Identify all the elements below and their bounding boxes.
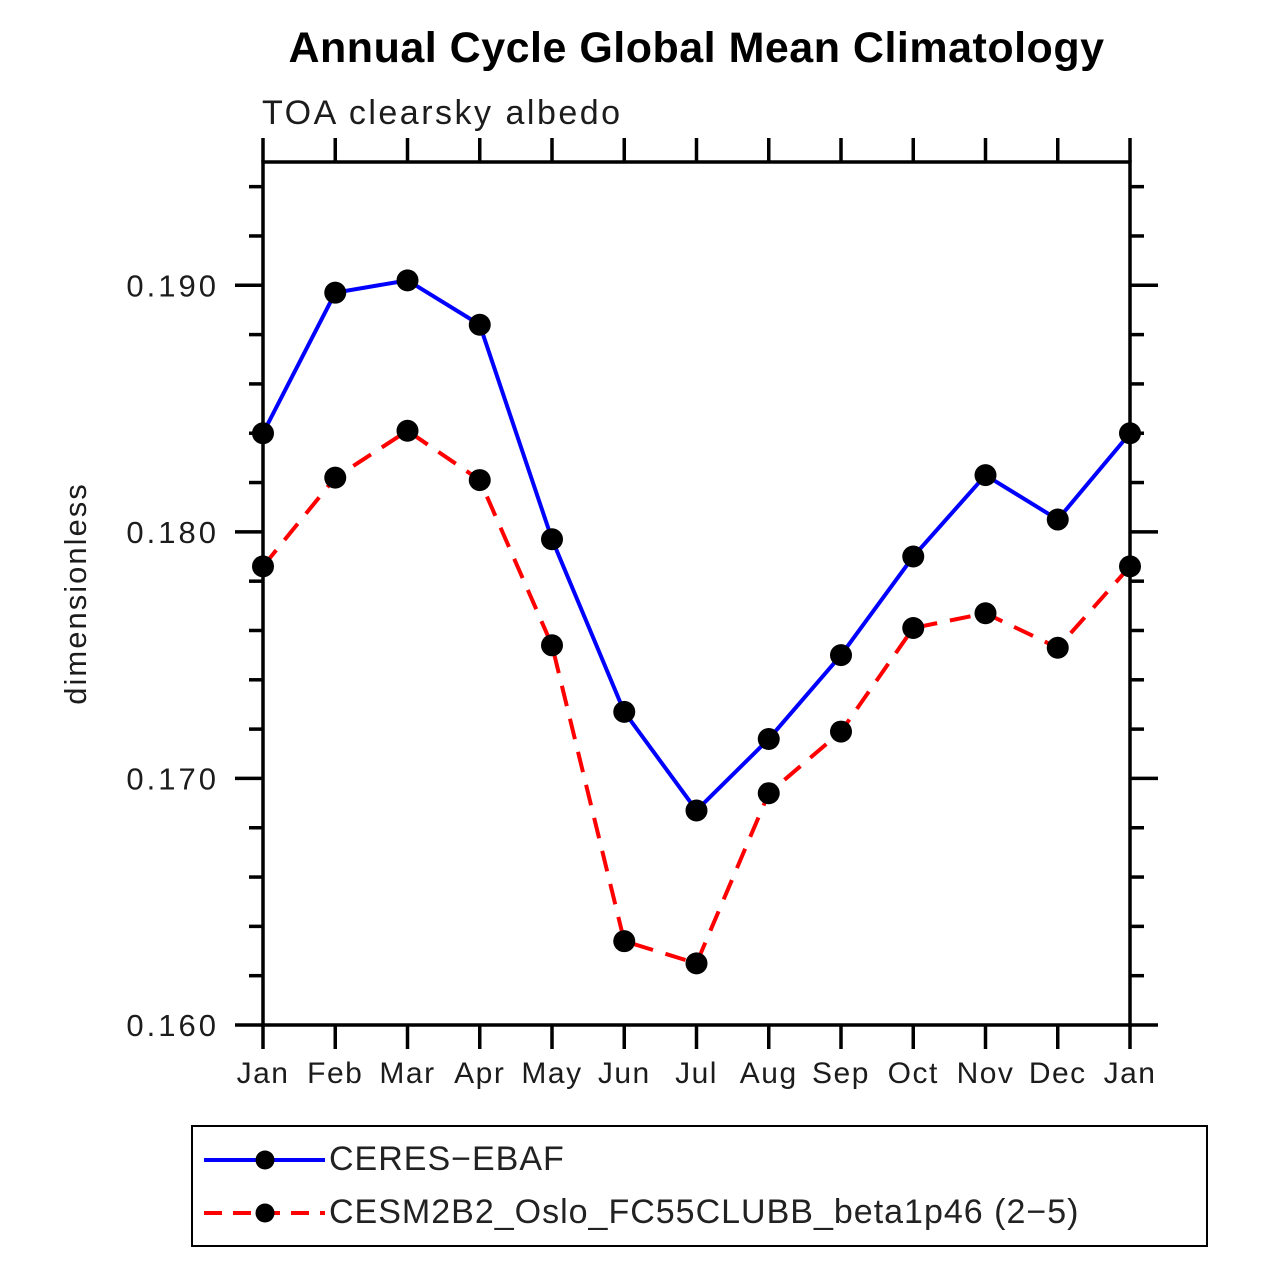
legend-item-ceres: CERES−EBAF bbox=[199, 1140, 1206, 1179]
series-1-marker bbox=[252, 555, 274, 578]
series-1-marker bbox=[396, 419, 419, 442]
x-tick-label: Dec bbox=[1029, 1057, 1087, 1090]
series-1-marker bbox=[613, 930, 636, 953]
series-0-marker bbox=[974, 464, 997, 487]
series-1-marker bbox=[324, 466, 347, 489]
series-0-marker bbox=[757, 727, 780, 750]
x-tick-label: Jan bbox=[1104, 1057, 1157, 1090]
series-line-0 bbox=[261, 278, 1132, 814]
legend-sample-dashed-line bbox=[204, 1203, 325, 1222]
x-tick-label: Nov bbox=[957, 1057, 1015, 1090]
series-1-marker bbox=[468, 469, 491, 492]
x-tick-label: Jul bbox=[675, 1057, 718, 1090]
y-tick-label: 0.180 bbox=[126, 515, 219, 550]
y-axis-title: dimensionless bbox=[58, 482, 93, 704]
x-tick-label: May bbox=[521, 1057, 582, 1090]
series-1-marker bbox=[685, 952, 708, 975]
x-tick-label: Sep bbox=[812, 1057, 870, 1090]
series-0-marker bbox=[830, 644, 852, 667]
x-tick-label: Apr bbox=[454, 1057, 505, 1090]
series-0-marker bbox=[1119, 422, 1141, 445]
x-tick-label: Oct bbox=[888, 1057, 939, 1090]
legend-marker-dot bbox=[255, 1150, 275, 1169]
series-0-marker bbox=[252, 422, 274, 445]
x-tick-label: Feb bbox=[307, 1057, 363, 1090]
legend-item-cesm: CESM2B2_Oslo_FC55CLUBB_beta1p46 (2−5) bbox=[199, 1193, 1206, 1232]
chart-subtitle: TOA clearsky albedo bbox=[262, 94, 623, 132]
x-tick-label: Mar bbox=[379, 1057, 435, 1090]
legend-label-ceres: CERES−EBAF bbox=[329, 1140, 565, 1178]
series-1-marker bbox=[1119, 555, 1141, 578]
x-tick-label: Jun bbox=[598, 1057, 651, 1090]
legend-label-cesm: CESM2B2_Oslo_FC55CLUBB_beta1p46 (2−5) bbox=[329, 1193, 1080, 1231]
series-1-marker bbox=[541, 634, 563, 657]
series-1-marker bbox=[1046, 636, 1069, 659]
series-0-marker bbox=[1046, 508, 1069, 531]
x-tick-label: Aug bbox=[740, 1057, 798, 1090]
chart-title: Annual Cycle Global Mean Climatology bbox=[288, 24, 1105, 72]
legend-sample-solid-line bbox=[204, 1150, 325, 1169]
series-0-marker bbox=[468, 313, 491, 336]
series-0-marker bbox=[396, 269, 419, 292]
series-1-marker bbox=[757, 782, 780, 805]
y-tick-label: 0.170 bbox=[126, 761, 219, 796]
legend-marker-dot bbox=[255, 1203, 275, 1222]
series-1-marker bbox=[830, 720, 852, 743]
chart-legend: CERES−EBAF CESM2B2_Oslo_FC55CLUBB_beta1p… bbox=[191, 1125, 1208, 1247]
plot-border bbox=[261, 160, 1132, 1027]
series-line-1 bbox=[261, 428, 1132, 966]
series-1-marker bbox=[974, 602, 997, 625]
y-tick-label: 0.190 bbox=[126, 268, 219, 303]
series-1-marker bbox=[902, 617, 925, 640]
series-0-marker bbox=[324, 281, 347, 304]
series-0-marker bbox=[902, 545, 925, 568]
series-0-marker bbox=[541, 528, 563, 551]
series-0-marker bbox=[613, 700, 636, 723]
series-0-marker bbox=[685, 799, 708, 822]
x-tick-label: Jan bbox=[237, 1057, 290, 1090]
y-tick-label: 0.160 bbox=[126, 1008, 219, 1043]
